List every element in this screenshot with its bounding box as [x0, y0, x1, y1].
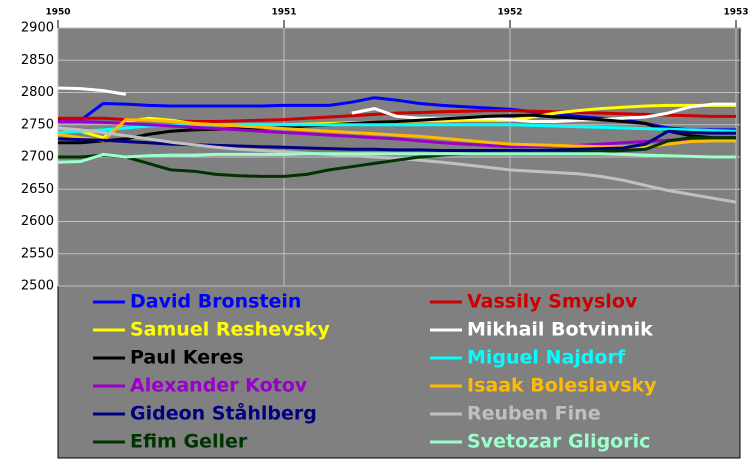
y-tick-label: 2650 — [21, 182, 54, 197]
legend-label: Vassily Smyslov — [467, 291, 638, 313]
legend-label: David Bronstein — [130, 291, 301, 313]
y-tick-label: 2750 — [21, 117, 54, 132]
x-tick-label: 1950 — [45, 8, 70, 18]
legend-label: Efim Geller — [130, 431, 248, 453]
series-line — [57, 126, 737, 204]
legend-label: Samuel Reshevsky — [130, 319, 330, 341]
legend-label: Svetozar Gligoric — [467, 431, 650, 453]
series-line — [58, 113, 736, 145]
legend-label: Gideon Ståhlberg — [130, 401, 317, 425]
y-tick-label: 2700 — [21, 150, 54, 165]
y-tick-label: 2550 — [21, 246, 54, 261]
legend-label: Reuben Fine — [467, 403, 601, 425]
legend-label: Isaak Boleslavsky — [467, 375, 657, 397]
y-tick-label: 2800 — [21, 85, 54, 100]
series-line — [57, 152, 736, 164]
x-tick-label: 1952 — [497, 8, 522, 18]
series-line — [57, 129, 736, 152]
y-tick-label: 2850 — [21, 53, 54, 68]
y-tick-label: 2900 — [21, 21, 54, 36]
legend-label: Alexander Kotov — [130, 375, 308, 397]
x-tick-label: 1951 — [271, 8, 296, 18]
series-line — [58, 120, 736, 149]
series-line — [57, 86, 736, 123]
y-tick-label: 2500 — [21, 279, 54, 294]
y-tick-label: 2600 — [21, 214, 54, 229]
legend-label: Miguel Najdorf — [467, 347, 626, 369]
legend-label: Mikhail Botvinnik — [467, 319, 653, 341]
legend-label: Paul Keres — [130, 347, 244, 369]
series-line — [58, 136, 736, 178]
x-tick-label: 1953 — [723, 8, 748, 18]
